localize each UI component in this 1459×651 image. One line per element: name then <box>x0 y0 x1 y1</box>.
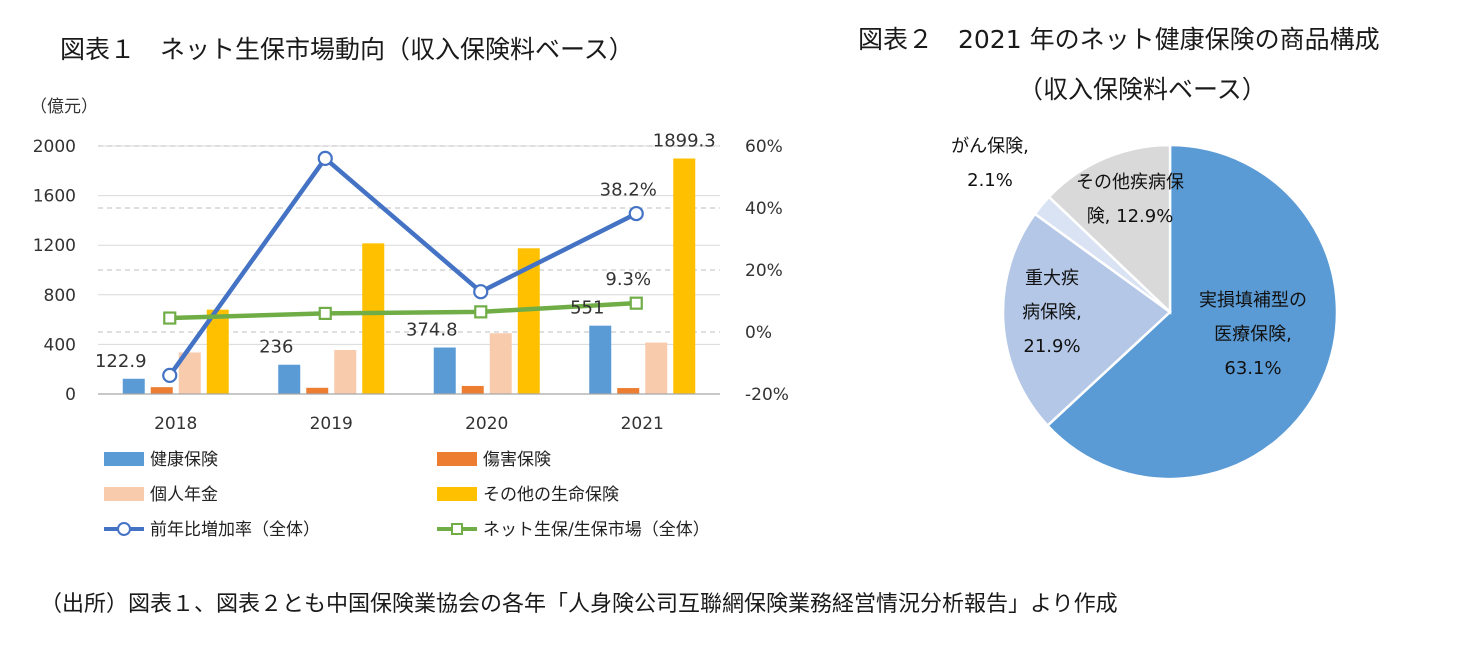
x-tick-label: 2018 <box>154 414 197 434</box>
y2-tick-label: 0% <box>745 323 772 343</box>
pie-slices <box>1001 143 1339 481</box>
bar <box>589 325 612 394</box>
line-data-label: 38.2% <box>600 180 657 201</box>
line-series <box>162 150 644 383</box>
source-note: （出所）図表１、図表２とも中国保険業協会の各年「人身険公司互聯網保険業務経営情況… <box>40 592 1118 617</box>
bar <box>122 378 145 394</box>
legend-swatch <box>437 487 477 501</box>
bar <box>206 309 229 394</box>
bar-series <box>122 158 696 394</box>
pie-slice-label: 21.9% <box>1023 336 1080 357</box>
legend-label: 前年比増加率（全体） <box>150 520 320 540</box>
pie-slice <box>1047 143 1172 315</box>
x-tick-label: 2021 <box>621 414 664 434</box>
bar <box>489 333 512 394</box>
bar <box>334 349 357 394</box>
bar <box>362 243 385 394</box>
line-point <box>629 296 643 310</box>
bar-data-label: 374.8 <box>406 320 458 341</box>
pie-slice-label: がん保険, <box>951 136 1029 157</box>
bar <box>673 158 696 394</box>
line-point <box>317 150 333 166</box>
bar-data-label: 551 <box>570 298 604 319</box>
y2-tick-label: 40% <box>745 199 783 219</box>
chart2-subtitle: （収入保険料ベース） <box>1018 75 1267 104</box>
bar-data-label: 1899.3 <box>653 130 716 151</box>
bar <box>150 387 173 394</box>
pie-slice-label: その他疾病保 <box>1076 172 1184 193</box>
y-tick-label: 1600 <box>33 187 76 207</box>
line-point <box>163 311 177 325</box>
y2-tick-label: 20% <box>745 261 783 281</box>
legend-swatch <box>104 452 144 466</box>
line-point <box>473 284 489 300</box>
legend-label: 傷害保険 <box>483 450 551 470</box>
legend-label: その他の生命保険 <box>483 485 619 505</box>
y-tick-label: 800 <box>44 286 76 306</box>
pie-slice <box>1001 212 1172 428</box>
x-tick-label: 2019 <box>310 414 353 434</box>
chart1-title: 図表１ ネット生保市場動向（収入保険料ベース） <box>60 35 634 64</box>
bar <box>278 364 301 394</box>
line-point <box>628 205 644 222</box>
legend-label: ネット生保/生保市場（全体） <box>483 520 710 540</box>
chart2-title: 図表２ 2021 年のネット健康保険の商品構成 <box>858 25 1380 54</box>
bar <box>617 388 640 394</box>
legend-swatch <box>437 452 477 466</box>
y2-tick-label: 60% <box>745 137 783 157</box>
pie-slice-label: 2.1% <box>967 170 1013 191</box>
bar <box>645 342 668 394</box>
line-point <box>318 306 332 320</box>
line-point <box>474 305 488 319</box>
bar <box>517 248 540 394</box>
legend-swatch <box>104 487 144 501</box>
pie-slice-label: 険, 12.9% <box>1087 206 1174 227</box>
bar <box>461 385 484 394</box>
combo-chart: （億元） 0400800120016002000-20%0%20%40%60% … <box>30 97 789 540</box>
legend-label: 個人年金 <box>150 485 218 505</box>
y-tick-label: 1200 <box>33 236 76 256</box>
y-tick-label: 0 <box>65 385 76 405</box>
y-axis-unit-label: （億元） <box>30 97 98 117</box>
y-tick-label: 2000 <box>33 137 76 157</box>
pie-slice <box>1045 143 1339 481</box>
legend-label: 健康保険 <box>150 450 218 470</box>
pie-slice-label: 病保険, <box>1022 302 1082 323</box>
bar <box>306 387 329 394</box>
bar <box>433 347 456 394</box>
y-tick-label: 400 <box>44 335 76 355</box>
data-labels: 122.9 236 374.8 551 1899.3 38.2% 9.3% <box>95 130 716 371</box>
legend-marker <box>117 522 131 536</box>
bar-data-label: 236 <box>259 337 293 358</box>
series-line <box>169 300 637 321</box>
pie-slice-label: 重大疾 <box>1025 268 1079 289</box>
axes: 2018 2019 2020 2021 <box>98 393 720 434</box>
pie-slice-label: 医療保険, <box>1214 324 1292 345</box>
line-point <box>162 367 178 383</box>
pie-slice-label: 63.1% <box>1224 358 1281 379</box>
bar-data-label: 122.9 <box>95 351 147 372</box>
series-line <box>167 156 638 377</box>
bar <box>178 352 201 394</box>
y2-tick-label: -20% <box>745 385 789 405</box>
line-data-label: 9.3% <box>605 269 651 290</box>
pie-slice-label: 実損填補型の <box>1199 290 1307 311</box>
legend-marker <box>451 523 463 535</box>
x-tick-label: 2020 <box>465 414 508 434</box>
